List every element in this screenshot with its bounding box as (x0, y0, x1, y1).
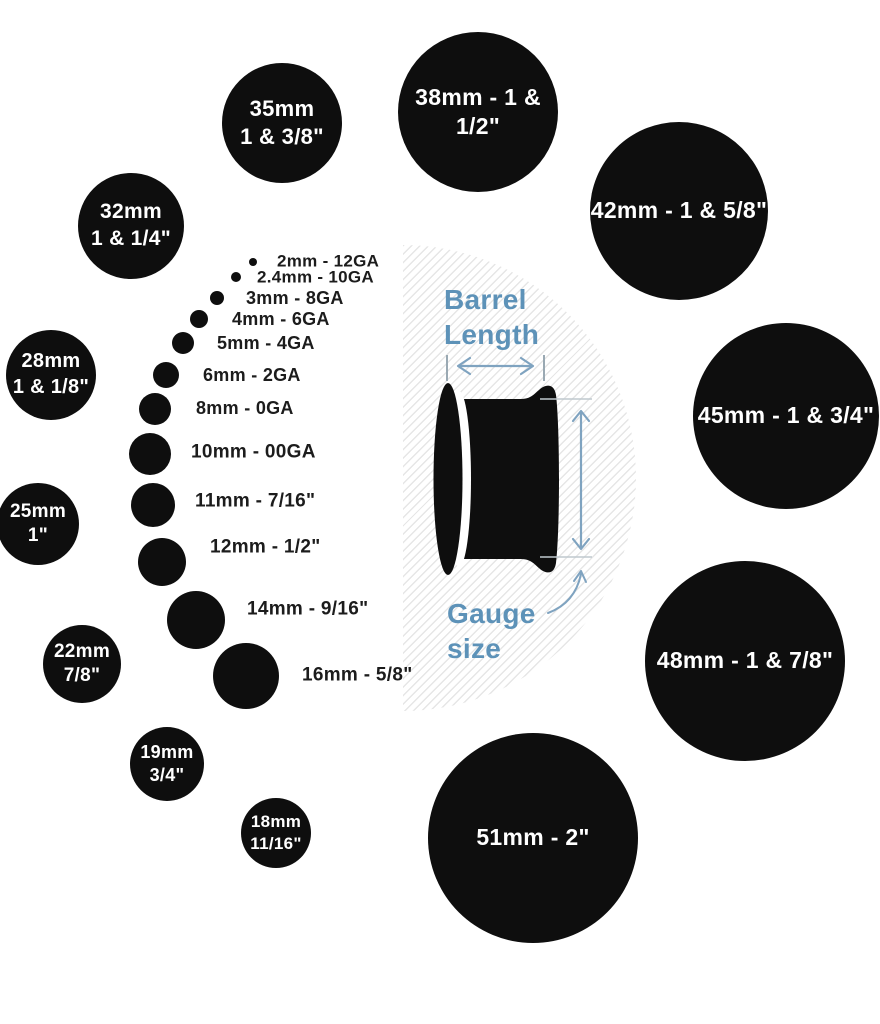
gauge-dot-5mm (172, 332, 194, 354)
gauge-dot-4mm (190, 310, 208, 328)
size-circle-label: 25mm (9, 500, 67, 522)
size-circle-label: 48mm - 1 & 7/8" (656, 647, 834, 674)
size-circle-label: 51mm - 2" (476, 824, 590, 851)
gauge-dot-label-8mm: 8mm - 0GA (196, 398, 294, 419)
gauge-dot-6mm (153, 362, 179, 388)
size-circle-label: 1 & 1/8" (12, 376, 90, 398)
size-circle-label: 38mm - 1 & 1/2" (415, 83, 541, 139)
gauge-dot-label-11mm: 11mm - 7/16" (195, 490, 316, 512)
size-circle-28mm: 28mm 1 & 1/8" (6, 330, 96, 420)
gauge-dot-10mm (129, 433, 171, 475)
size-circle-51mm: 51mm - 2" (428, 733, 638, 943)
size-circle-22mm: 22mm 7/8" (43, 625, 121, 703)
gauge-dot-label-2mm: 2mm - 12GA (277, 251, 380, 271)
gauge-dot-label-12mm: 12mm - 1/2" (210, 536, 321, 558)
gauge-dot-label-6mm: 6mm - 2GA (203, 365, 301, 386)
gauge-dot-12mm (138, 538, 186, 586)
size-circle-48mm: 48mm - 1 & 7/8" (645, 561, 845, 761)
size-circle-42mm: 42mm - 1 & 5/8" (590, 122, 768, 300)
gauge-dot-2mm (249, 258, 257, 266)
size-circle-label: 22mm (53, 640, 111, 662)
size-circle-19mm: 19mm 3/4" (130, 727, 204, 801)
gauge-dot-label-5mm: 5mm - 4GA (217, 333, 315, 354)
size-circle-label: 1 & 3/8" (240, 124, 324, 149)
gauge-dot-label-2.4mm: 2.4mm - 10GA (257, 267, 374, 287)
size-circle-label: 42mm - 1 & 5/8" (590, 197, 768, 224)
size-circle-label: 35mm (249, 95, 315, 121)
size-circle-18mm: 18mm 11/16" (241, 798, 311, 868)
gauge-dot-label-14mm: 14mm - 9/16" (247, 598, 369, 620)
size-circle-label: 7/8" (63, 665, 101, 686)
size-circle-25mm: 25mm 1" (0, 483, 79, 565)
size-circle-label: 18mm (250, 812, 302, 832)
gauge-dot-14mm (167, 591, 225, 649)
size-circle-label: 28mm (21, 350, 81, 373)
gauge-dot-3mm (210, 291, 224, 305)
gauge-size-label: Gauge size (447, 598, 536, 664)
size-circle-label: 1 & 1/4" (90, 227, 172, 250)
size-circle-35mm: 35mm 1 & 3/8" (222, 63, 342, 183)
gauge-dot-11mm (131, 483, 175, 527)
size-circle-38mm: 38mm - 1 & 1/2" (398, 32, 558, 192)
size-circle-label: 1" (27, 525, 49, 546)
gauge-dot-label-10mm: 10mm - 00GA (191, 441, 316, 463)
gauge-dot-label-4mm: 4mm - 6GA (232, 309, 330, 330)
gauge-dot-8mm (139, 393, 171, 425)
gauge-dot-label-16mm: 16mm - 5/8" (302, 664, 413, 686)
size-circle-label: 3/4" (149, 765, 185, 785)
size-circle-label: 45mm - 1 & 3/4" (697, 402, 875, 429)
gauge-dot-2.4mm (231, 272, 241, 282)
gauge-dot-label-3mm: 3mm - 8GA (246, 288, 344, 309)
size-circle-label: 19mm (140, 741, 194, 762)
barrel-length-label: Barrel Length (444, 284, 540, 350)
size-circle-45mm: 45mm - 1 & 3/4" (693, 323, 879, 509)
size-circle-label: 32mm (100, 200, 162, 224)
size-circle-label: 11/16" (250, 834, 302, 853)
gauge-dot-16mm (213, 643, 279, 709)
size-circle-32mm: 32mm 1 & 1/4" (78, 173, 184, 279)
